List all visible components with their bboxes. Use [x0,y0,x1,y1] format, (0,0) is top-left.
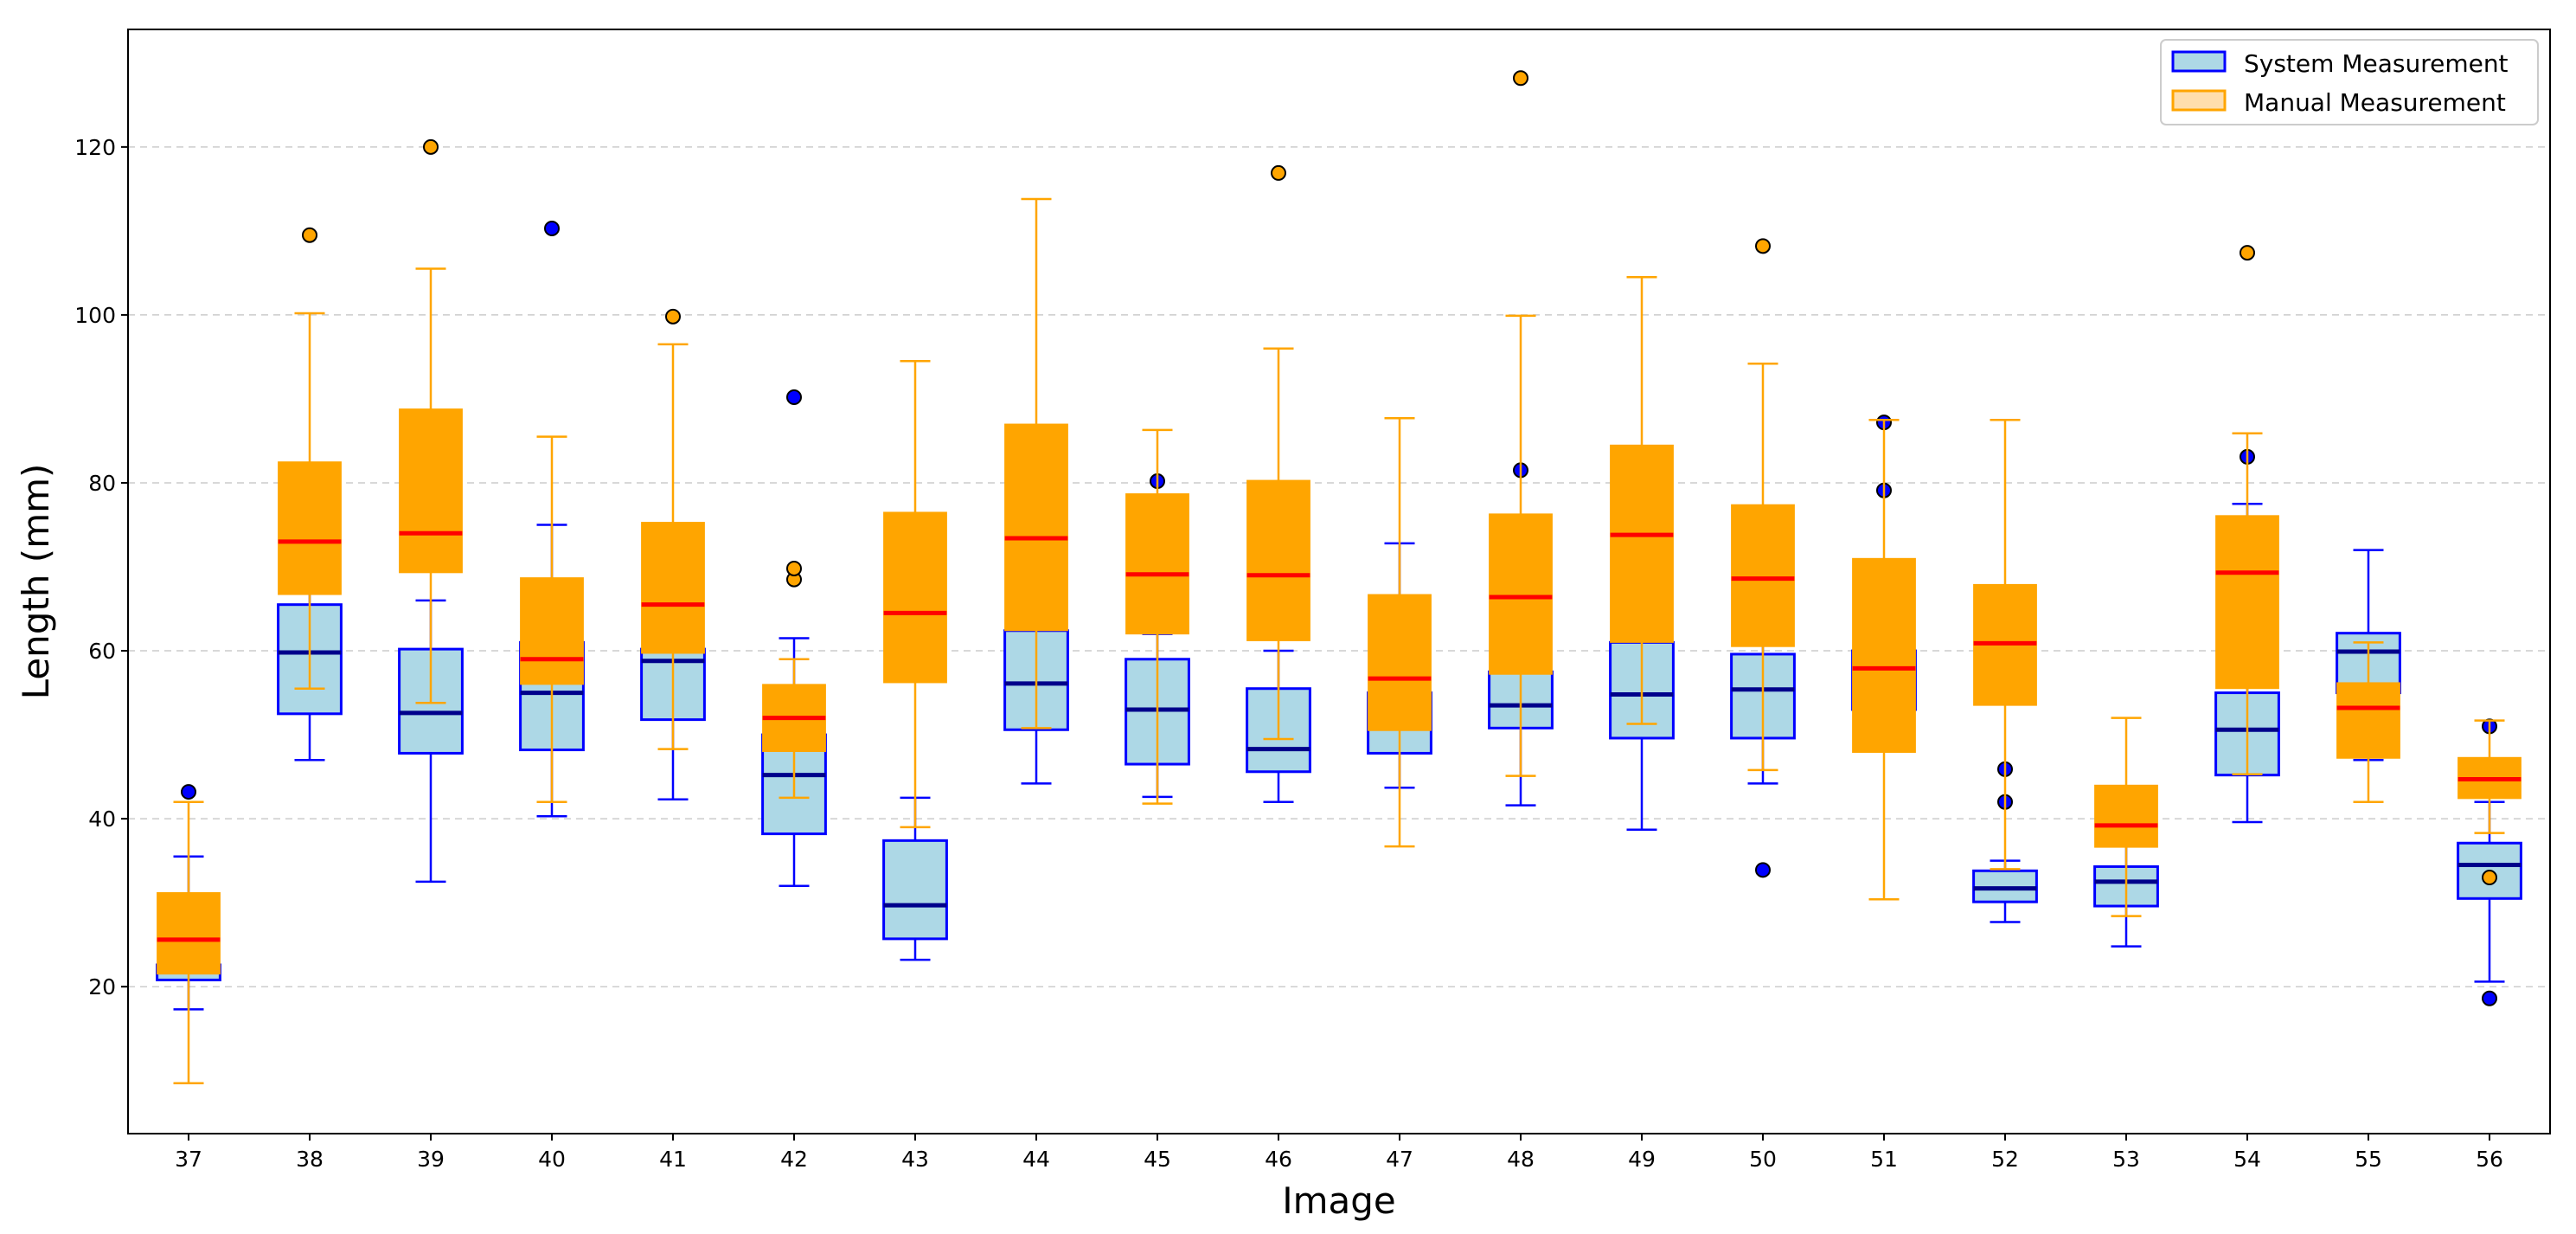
plot-frame [127,29,2551,1134]
legend-swatch-manual [2171,89,2227,112]
legend-label-manual: Manual Measurement [2244,88,2506,117]
x-tick-label: 40 [538,1147,566,1172]
x-tick-label: 49 [1628,1147,1656,1172]
manual-box-40 [520,435,584,803]
system-outlier-point [181,784,196,800]
manual-box-49 [1610,276,1674,725]
manual-iqr-box [2094,784,2158,848]
manual-box-37 [157,800,221,1085]
manual-outlier-point [1513,70,1528,87]
system-outlier-point [1755,862,1771,878]
x-tick-label: 54 [2233,1147,2261,1172]
x-tick-label: 55 [2355,1147,2382,1172]
x-tick-label: 37 [175,1147,202,1172]
manual-box-55 [2336,641,2400,803]
x-tick-label: 46 [1265,1147,1292,1172]
manual-iqr-box [1731,504,1795,647]
x-tick-label: 39 [417,1147,445,1172]
x-tick-label: 42 [780,1147,808,1172]
system-outlier-point [2482,990,2497,1006]
manual-box-50 [1731,238,1795,772]
y-tick-label: 40 [88,807,116,832]
manual-iqr-box [520,577,584,685]
y-tick-label: 120 [74,135,116,160]
manual-iqr-box [1489,513,1553,675]
x-tick-label: 47 [1386,1147,1413,1172]
y-tick-label: 60 [88,639,116,664]
system-box-43 [882,796,948,961]
y-tick-label: 20 [88,974,116,999]
y-axis-label: Length (mm) [15,464,57,700]
x-tick-label: 50 [1749,1147,1777,1172]
x-tick-label: 38 [296,1147,324,1172]
manual-box-52 [1973,418,2037,871]
x-tick-label: 41 [659,1147,687,1172]
axis-ticks: 20 40 60 80 100 120 37 38 39 40 41 42 43 44 45 46 47 48 49… [74,135,2503,1172]
manual-box-51 [1852,418,1916,901]
manual-iqr-box [1610,444,1674,643]
manual-box-54 [2215,245,2279,775]
x-tick-label: 56 [2476,1147,2503,1172]
manual-box-47 [1368,417,1432,848]
manual-outlier-point [2240,245,2255,261]
legend-label-system: System Measurement [2244,49,2509,78]
system-outlier-point [786,389,802,406]
manual-outlier-point [1755,238,1771,254]
manual-iqr-box [1852,557,1916,753]
manual-box-44 [1004,197,1068,729]
x-tick-label: 51 [1870,1147,1898,1172]
manual-iqr-box [1368,594,1432,731]
manual-box-42 [762,560,826,800]
manual-iqr-box [278,461,342,595]
manual-iqr-box [157,892,221,975]
manual-outlier-point [302,227,317,243]
manual-box-46 [1246,164,1310,741]
manual-outlier-point [423,138,439,155]
x-tick-label: 52 [1991,1147,2019,1172]
manual-box-38 [278,227,342,690]
manual-box-48 [1489,70,1553,777]
manual-outlier-point [665,308,681,325]
x-tick-label: 43 [901,1147,929,1172]
x-tick-label: 45 [1144,1147,1171,1172]
manual-iqr-box [883,511,947,684]
y-tick-label: 80 [88,471,116,496]
x-tick-label: 53 [2112,1147,2140,1172]
manual-box-41 [641,308,705,750]
manual-box-56 [2457,719,2522,886]
manual-box-43 [883,360,947,829]
plot-marks [156,70,2522,1085]
x-tick-label: 44 [1022,1147,1050,1172]
manual-iqr-box [1004,423,1068,632]
legend-swatch-system [2171,50,2227,73]
x-tick-label: 48 [1507,1147,1535,1172]
legend: System Measurement Manual Measurement [2160,39,2539,125]
y-tick-label: 100 [74,303,116,328]
manual-box-45 [1125,428,1189,805]
x-axis-label: Image [1282,1179,1396,1222]
manual-iqr-box [1246,479,1310,641]
legend-frame [2160,39,2539,125]
system-outlier-point [544,220,560,236]
manual-box-39 [399,138,463,704]
manual-iqr-box [2215,515,2279,690]
manual-iqr-box [641,522,705,654]
manual-box-53 [2094,717,2158,917]
manual-outlier-point [2482,870,2497,886]
manual-iqr-box [399,408,463,574]
manual-outlier-point [786,560,802,576]
manual-iqr-box [2336,682,2400,759]
manual-iqr-box [1125,493,1189,635]
manual-outlier-point [1271,164,1286,181]
system-iqr-box [882,839,948,941]
